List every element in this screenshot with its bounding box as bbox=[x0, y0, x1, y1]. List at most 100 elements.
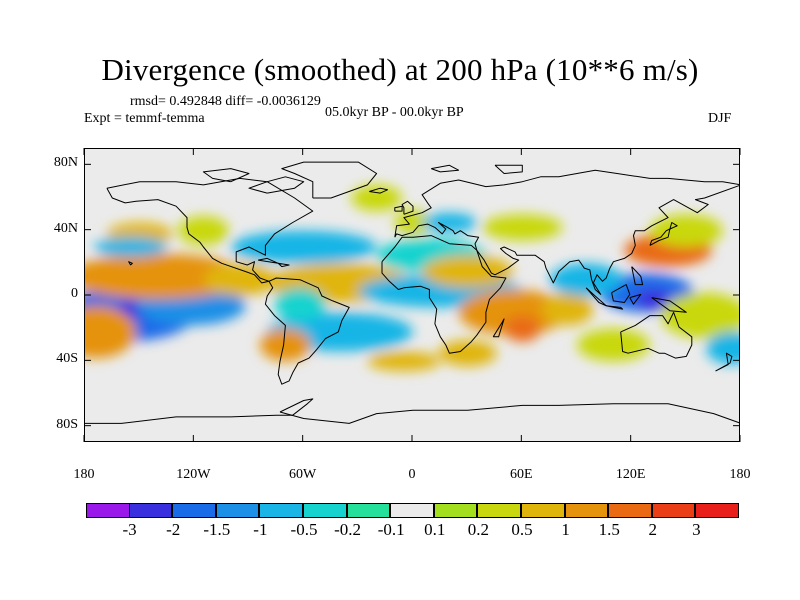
field-anomaly-6 bbox=[177, 215, 229, 246]
colorbar-label: 0.1 bbox=[424, 520, 446, 539]
experiment-label: Expt = temmf-temma bbox=[84, 111, 205, 126]
y-tick-label: 80S bbox=[56, 416, 78, 432]
field-anomaly-33 bbox=[422, 212, 477, 233]
colorbar-swatch bbox=[564, 503, 609, 518]
coastline-14 bbox=[585, 287, 607, 307]
colorbar-label: 0.5 bbox=[511, 520, 533, 539]
field-anomaly-3 bbox=[85, 305, 137, 359]
colorbar-swatch bbox=[433, 503, 478, 518]
coastline-20 bbox=[715, 352, 733, 372]
field-anomaly-9 bbox=[230, 230, 377, 264]
y-tick-label: 40N bbox=[53, 220, 78, 236]
coastline-27 bbox=[431, 164, 460, 173]
field-anomaly-25 bbox=[660, 292, 739, 339]
colorbar-swatch bbox=[608, 503, 652, 518]
coastline-9 bbox=[394, 205, 403, 212]
coastline-8 bbox=[401, 200, 414, 215]
colorbar-label: -2 bbox=[166, 520, 181, 539]
coastline-13 bbox=[669, 222, 678, 230]
coastline-0 bbox=[106, 177, 314, 284]
map-panel bbox=[84, 148, 740, 442]
x-tick-label: 0 bbox=[408, 467, 416, 482]
field-anomaly-22 bbox=[549, 263, 623, 296]
x-tick-label: 60E bbox=[510, 467, 533, 482]
field-anomaly-31 bbox=[367, 351, 441, 372]
stats-label: rmsd= 0.492848 diff= -0.0036129 bbox=[130, 94, 321, 109]
colorbar-label: 3 bbox=[692, 520, 701, 539]
colorbar-label: 0.2 bbox=[467, 520, 490, 539]
colorbar-swatch bbox=[172, 503, 216, 518]
colorbar-label: -0.5 bbox=[290, 520, 318, 539]
colorbar-label: -1.5 bbox=[203, 520, 231, 539]
colorbar-swatch bbox=[521, 503, 565, 518]
field-anomaly-4 bbox=[85, 253, 249, 300]
colorbar-label: -0.2 bbox=[334, 520, 362, 539]
coastline-2 bbox=[381, 235, 507, 354]
colorbar-swatch bbox=[390, 503, 434, 518]
x-tick-label: 60W bbox=[289, 467, 317, 482]
x-tick-label: 180 bbox=[729, 467, 751, 482]
season-label: DJF bbox=[708, 111, 732, 126]
colorbar-label: 1.5 bbox=[598, 520, 620, 539]
colorbar-swatch bbox=[477, 503, 521, 518]
field-anomaly-12 bbox=[274, 287, 326, 321]
plot-title: Divergence (smoothed) at 200 hPa (10**6 … bbox=[101, 52, 699, 87]
divergence-map bbox=[85, 149, 739, 441]
divergence-field bbox=[85, 184, 739, 372]
coastline-11 bbox=[492, 318, 505, 338]
colorbar-label: -0.1 bbox=[377, 520, 405, 539]
x-tick-label: 120E bbox=[615, 467, 646, 482]
coastline-21 bbox=[128, 261, 133, 266]
coastline-12 bbox=[649, 228, 671, 246]
y-tick-label: 40S bbox=[56, 351, 78, 367]
coastline-5 bbox=[85, 398, 314, 424]
colorbar-swatch bbox=[259, 503, 303, 518]
field-anomaly-5 bbox=[203, 263, 277, 296]
coastline-4 bbox=[620, 311, 693, 359]
field-anomaly-24 bbox=[649, 214, 723, 247]
coastline-1 bbox=[264, 277, 350, 385]
colorbar-label: 1 bbox=[561, 520, 570, 539]
colorbar-swatch bbox=[215, 503, 260, 518]
coastline-19 bbox=[631, 266, 644, 286]
field-anomaly-27 bbox=[577, 328, 650, 362]
coastline-17 bbox=[629, 293, 642, 305]
field-anomaly-26 bbox=[706, 331, 739, 365]
field-anomaly-19 bbox=[542, 292, 594, 326]
coastline-23 bbox=[277, 262, 290, 268]
colorbar-swatch bbox=[695, 503, 739, 518]
colorbar-swatch bbox=[128, 503, 173, 518]
field-anomaly-16 bbox=[422, 255, 514, 288]
colorbar-swatch bbox=[303, 503, 347, 518]
field-anomaly-13 bbox=[94, 237, 167, 257]
field-anomaly-30 bbox=[394, 209, 432, 236]
period-label: 05.0kyr BP - 00.0kyr BP bbox=[325, 105, 464, 120]
field-anomaly-18 bbox=[504, 315, 541, 342]
y-tick-label: 0 bbox=[71, 286, 78, 301]
coastline-26 bbox=[494, 164, 523, 174]
colorbar-label: -1 bbox=[253, 520, 268, 539]
colorbar-swatch bbox=[346, 503, 391, 518]
coastline-24 bbox=[248, 176, 305, 194]
colorbar-label: 2 bbox=[648, 520, 658, 539]
coastline-10 bbox=[369, 187, 388, 194]
coastline-3 bbox=[394, 169, 739, 295]
colorbar-swatch bbox=[86, 503, 130, 518]
colorbar-swatch bbox=[651, 503, 696, 518]
field-anomaly-11 bbox=[259, 328, 311, 362]
coastline-7 bbox=[281, 161, 378, 199]
coastlines bbox=[85, 161, 739, 424]
y-tick-label: 80N bbox=[53, 155, 78, 171]
x-tick-label: 120W bbox=[176, 467, 211, 482]
field-anomaly-17 bbox=[458, 289, 568, 336]
field-anomaly-32 bbox=[438, 340, 497, 367]
coastline-15 bbox=[606, 305, 624, 310]
coastline-6 bbox=[279, 403, 739, 424]
field-anomaly-28 bbox=[482, 214, 563, 241]
colorbar-label: -3 bbox=[122, 520, 137, 539]
field-anomaly-29 bbox=[351, 184, 403, 212]
coastline-22 bbox=[258, 257, 279, 264]
coastline-16 bbox=[611, 284, 631, 303]
coastline-18 bbox=[651, 297, 687, 313]
coastline-25 bbox=[202, 168, 250, 183]
